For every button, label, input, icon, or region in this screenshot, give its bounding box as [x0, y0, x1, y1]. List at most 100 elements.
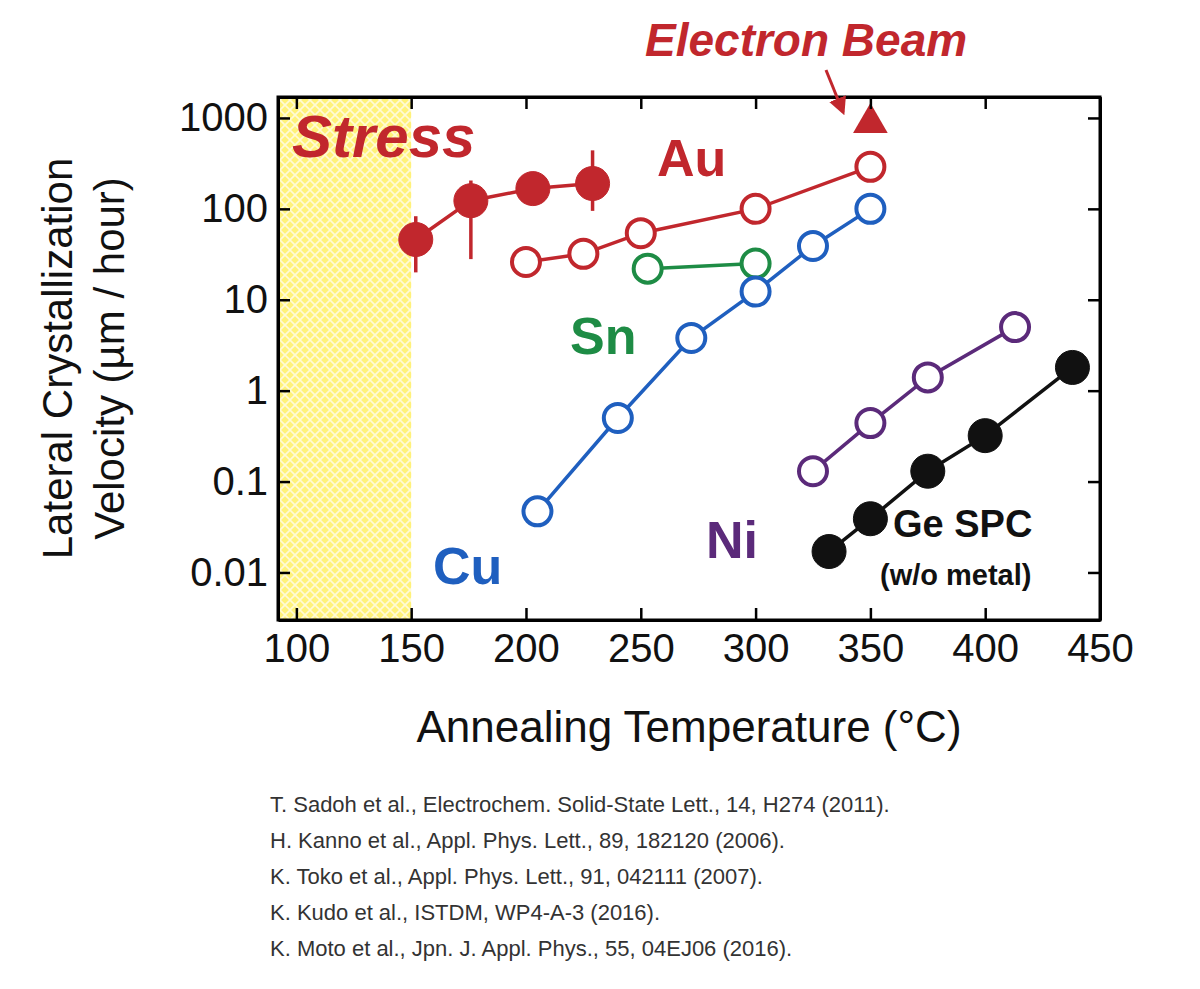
data-point: [569, 240, 597, 268]
tick-mark: [1088, 390, 1100, 393]
data-point: [914, 363, 942, 391]
tick-mark: [278, 299, 290, 302]
tick-mark: [1088, 481, 1100, 484]
series-line: [537, 209, 870, 512]
tick: [1088, 391, 1100, 392]
data-point: [853, 502, 887, 536]
data-point: [634, 255, 662, 283]
tick: 1: [246, 368, 290, 412]
tick: 150: [378, 608, 445, 670]
tick: 400: [952, 608, 1019, 670]
reference: T. Sadoh et al., Electrochem. Solid-Stat…: [270, 792, 890, 817]
tick: [1088, 482, 1100, 483]
tick-label: 0.1: [212, 459, 268, 503]
data-point: [856, 153, 884, 181]
data-point: [516, 172, 550, 206]
tick: [870, 97, 871, 109]
shaded-region: [278, 97, 411, 620]
reference: H. Kanno et al., Appl. Phys. Lett., 89, …: [270, 828, 785, 853]
tick-mark: [278, 390, 290, 393]
tick-label: 1000: [179, 95, 268, 139]
tick-mark: [296, 608, 299, 620]
tick-mark: [755, 608, 758, 620]
axis: 0.010.11101001000: [179, 95, 290, 620]
tick: 250: [608, 608, 675, 670]
tick: 100: [201, 186, 290, 230]
tick: 0.1: [212, 459, 290, 503]
data-point: [677, 324, 705, 352]
chart-container: 1001502002503003504004500.010.1110100100…: [0, 0, 1200, 989]
data-point: [1001, 313, 1029, 341]
tick-mark: [1088, 572, 1100, 575]
data-point: [512, 248, 540, 276]
tick-label: 1: [246, 368, 268, 412]
data-point: [576, 167, 610, 201]
series-label: Ge SPC: [893, 503, 1032, 545]
tick-mark: [984, 608, 987, 620]
tick-mark: [278, 117, 290, 120]
axis: 100150200250300350400450: [263, 608, 1133, 670]
y-axis-title: Lateral Crystallization: [34, 158, 81, 560]
data-point: [799, 232, 827, 260]
tick-label: 10: [224, 277, 269, 321]
tick-mark: [278, 208, 290, 211]
data-point: [454, 184, 488, 218]
annotation-arrow: [826, 70, 843, 112]
series-line: [648, 264, 756, 269]
tick-mark: [984, 97, 987, 109]
tick: 300: [723, 608, 790, 670]
tick-mark: [278, 572, 290, 575]
axis: [1088, 98, 1101, 621]
data-point: [604, 404, 632, 432]
tick-label: 300: [723, 626, 790, 670]
data-point: [742, 250, 770, 278]
data-point: [856, 195, 884, 223]
tick-label: 250: [608, 626, 675, 670]
data-point: [742, 195, 770, 223]
series-line: [416, 184, 593, 240]
tick: [1088, 118, 1100, 119]
data-point: [742, 278, 770, 306]
tick-mark: [870, 97, 873, 109]
tick: 10: [224, 277, 291, 321]
tick-label: 100: [201, 186, 268, 230]
reference: K. Kudo et al., ISTDM, WP4-A-3 (2016).: [270, 900, 660, 925]
axis-line: [1099, 98, 1102, 621]
data-point: [399, 223, 433, 257]
series-label: Au: [657, 129, 726, 187]
data-point: [1055, 350, 1089, 384]
tick: 350: [838, 608, 905, 670]
tick-mark: [640, 608, 643, 620]
tick: 100: [263, 608, 330, 670]
tick-mark: [870, 608, 873, 620]
tick: [1088, 300, 1100, 301]
tick: [1088, 572, 1100, 573]
data-point: [911, 454, 945, 488]
tick: 1000: [179, 95, 290, 139]
reference: K. Moto et al., Jpn. J. Appl. Phys., 55,…: [270, 936, 792, 961]
tick-mark: [525, 97, 528, 109]
axis-line: [277, 98, 280, 621]
tick-mark: [1088, 299, 1100, 302]
series-label: Stress: [292, 103, 475, 170]
series-label: Electron Beam: [645, 14, 967, 66]
data-point: [799, 457, 827, 485]
series-line: [829, 367, 1072, 551]
series-line: [813, 327, 1015, 471]
plot-frame: [278, 97, 1100, 620]
data-point: [812, 535, 846, 569]
tick-label: 100: [263, 626, 330, 670]
tick-mark: [525, 608, 528, 620]
y-axis-title: Velocity (µm / hour): [86, 177, 133, 540]
tick-label: 400: [952, 626, 1019, 670]
data-point: [968, 419, 1002, 453]
tick: [1088, 209, 1100, 210]
data-point: [627, 219, 655, 247]
tick-mark: [1088, 208, 1100, 211]
tick: [985, 97, 986, 109]
series-label: Ni: [706, 511, 758, 569]
tick-mark: [755, 97, 758, 109]
tick-mark: [640, 97, 643, 109]
axis-line: [279, 619, 1101, 622]
tick: [641, 97, 642, 109]
